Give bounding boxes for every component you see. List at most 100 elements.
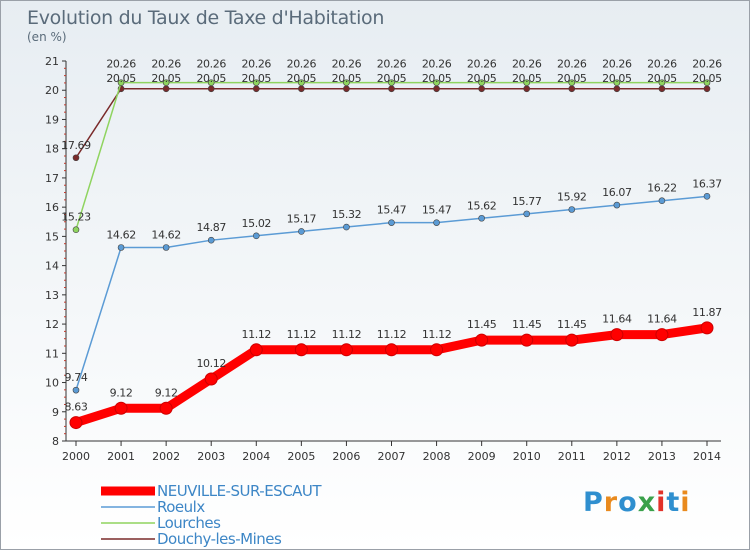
data-label: 15.17 [287, 212, 317, 225]
legend-label-neuville: NEUVILLE-SUR-ESCAUT [157, 482, 322, 500]
y-tick-label: 21 [45, 55, 59, 68]
series-line-3 [75, 88, 708, 159]
legend-label-lourches: Lourches [157, 514, 221, 532]
data-point [478, 214, 485, 222]
data-point [433, 219, 440, 226]
data-point [298, 85, 305, 93]
data-label: 11.64 [602, 313, 632, 326]
data-label: 20.05 [557, 72, 587, 85]
data-label: 20.05 [287, 72, 317, 85]
chart-legend: NEUVILLE-SUR-ESCAUT Roeulx Lourches Douc… [101, 482, 322, 548]
data-point [613, 79, 621, 86]
data-point [388, 85, 395, 93]
data-label: 20.05 [602, 72, 632, 85]
data-point [72, 226, 80, 233]
data-label: 20.26 [332, 58, 362, 71]
data-point [72, 386, 80, 394]
x-tick-label: 2011 [558, 450, 586, 463]
data-point [433, 79, 440, 86]
legend-swatch-roeulx [101, 506, 155, 508]
y-tick-label: 19 [45, 113, 59, 126]
data-label: 11.45 [512, 318, 542, 331]
data-point [343, 223, 350, 231]
data-point [613, 85, 621, 93]
data-label: 20.26 [242, 58, 272, 71]
data-point [523, 210, 531, 218]
data-label: 15.47 [422, 204, 452, 217]
brand-letter: P [583, 487, 604, 518]
data-label: 20.26 [287, 58, 317, 71]
x-tick-label: 2003 [197, 450, 225, 463]
data-point [520, 333, 534, 347]
data-label: 20.26 [377, 58, 407, 71]
data-point [117, 244, 125, 251]
data-point [658, 79, 666, 86]
data-label: 20.26 [151, 58, 181, 71]
legend-label-douchy: Douchy-les-Mines [157, 530, 282, 548]
data-point [207, 236, 215, 244]
data-point [252, 79, 260, 86]
data-point [523, 85, 531, 93]
data-point [204, 372, 218, 386]
data-label: 9.12 [110, 386, 133, 399]
data-label: 20.05 [151, 72, 181, 85]
data-label: 20.05 [106, 72, 136, 85]
data-point [339, 343, 353, 357]
y-tick-label: 15 [45, 230, 59, 243]
brand-letter: o [618, 487, 638, 518]
data-label: 15.77 [512, 195, 542, 208]
x-tick-label: 2013 [648, 450, 676, 463]
x-tick-label: 2006 [332, 450, 360, 463]
data-label: 16.07 [602, 186, 632, 199]
y-tick-label: 9 [52, 406, 59, 419]
data-label: 8.63 [65, 401, 88, 414]
x-tick-label: 2008 [423, 450, 451, 463]
data-label: 20.26 [647, 58, 677, 71]
legend-item-douchy: Douchy-les-Mines [101, 530, 321, 548]
legend-item-lourches: Lourches [101, 514, 321, 532]
data-point [252, 85, 260, 93]
data-point [658, 197, 666, 205]
y-tick-label: 10 [45, 377, 59, 390]
data-label: 9.74 [65, 371, 88, 384]
data-label: 20.05 [196, 72, 226, 85]
data-point [298, 228, 305, 235]
data-label: 20.05 [467, 72, 497, 85]
data-label: 20.26 [602, 58, 632, 71]
data-label: 11.64 [647, 313, 677, 326]
x-tick-label: 2009 [468, 450, 496, 463]
data-point [703, 193, 711, 200]
x-tick-label: 2014 [693, 450, 721, 463]
data-point [475, 333, 489, 347]
y-tick-label: 18 [45, 143, 59, 156]
data-point [298, 79, 305, 86]
data-point [343, 79, 350, 86]
data-point [478, 85, 485, 93]
brand-letter: i [656, 487, 667, 518]
brand-letter: t [666, 487, 681, 518]
data-point [388, 219, 395, 226]
data-label: 20.26 [106, 58, 136, 71]
x-tick-label: 2012 [603, 450, 631, 463]
data-label: 15.02 [242, 217, 272, 230]
legend-swatch-neuville [101, 486, 155, 496]
data-point [610, 328, 624, 342]
data-point [703, 85, 711, 93]
x-tick-label: 2010 [513, 450, 541, 463]
x-tick-label: 2002 [152, 450, 180, 463]
legend-label-roeulx: Roeulx [157, 498, 205, 516]
data-label: 20.26 [512, 58, 542, 71]
y-tick-label: 17 [45, 172, 59, 185]
data-point [523, 79, 531, 86]
chart-title: Evolution du Taux de Taxe d'Habitation [27, 7, 385, 29]
legend-item-neuville: NEUVILLE-SUR-ESCAUT [101, 482, 322, 500]
brand-letter: x [637, 487, 657, 518]
data-label: 20.05 [422, 72, 452, 85]
y-tick-label: 20 [45, 84, 59, 97]
legend-swatch-lourches [101, 522, 155, 524]
data-label: 9.12 [155, 386, 178, 399]
data-point [207, 85, 215, 93]
data-point [162, 244, 170, 251]
chart-subtitle: (en %) [27, 30, 67, 44]
